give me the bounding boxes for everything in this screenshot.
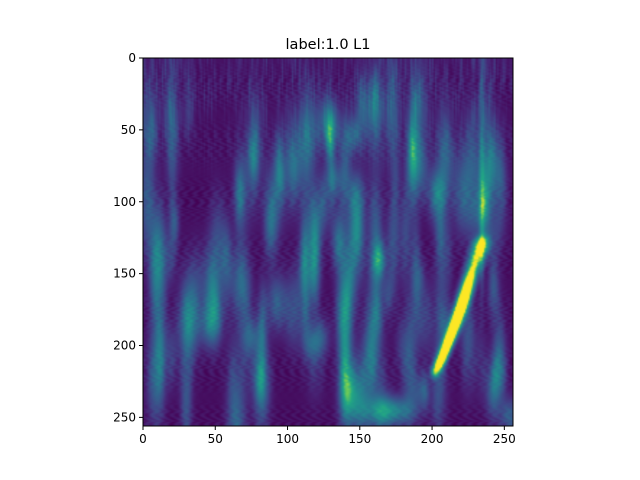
y-tick-label: 100 (113, 195, 136, 209)
heatmap-image (143, 58, 513, 426)
y-tick-label: 0 (128, 51, 136, 65)
x-tick-label: 250 (493, 432, 516, 446)
x-tick-label: 200 (421, 432, 444, 446)
x-tick-label: 150 (348, 432, 371, 446)
heatmap-canvas (143, 58, 513, 426)
y-tick-label: 250 (113, 410, 136, 424)
y-axis: 0 50 100 150 200 250 (113, 51, 143, 424)
x-tick-label: 50 (208, 432, 223, 446)
y-tick-label: 200 (113, 339, 136, 353)
x-axis: 0 50 100 150 200 250 (139, 426, 516, 446)
chart-title: label:1.0 L1 (286, 37, 371, 53)
x-tick-label: 100 (276, 432, 299, 446)
y-tick-label: 150 (113, 267, 136, 281)
x-tick-label: 0 (139, 432, 147, 446)
y-tick-label: 50 (121, 123, 136, 137)
plot-frame (142, 57, 514, 427)
plot-area (142, 57, 514, 427)
